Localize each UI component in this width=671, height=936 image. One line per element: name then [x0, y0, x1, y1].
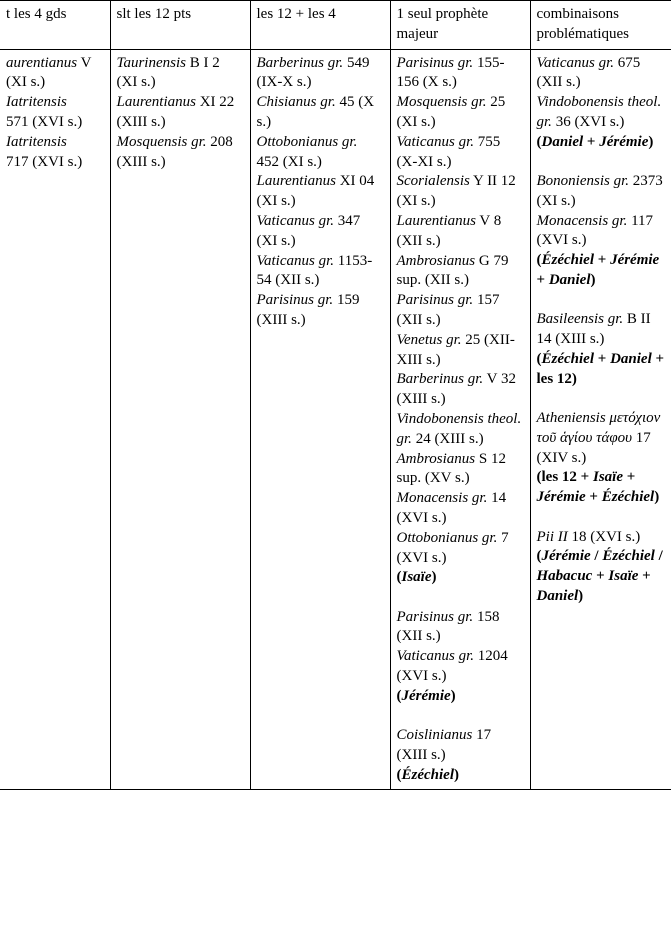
- ms-name: Vaticanus gr.: [397, 648, 475, 664]
- prophete-ezechiel: Ézéchiel: [602, 489, 655, 505]
- prophete-daniel: Daniel: [542, 134, 584, 150]
- ms-name: Mosquensis gr.: [397, 94, 487, 110]
- ms-name: Monacensis gr.: [397, 490, 488, 506]
- ms-name: Scorialensis: [397, 173, 470, 189]
- cell-1-prophete: Parisinus gr. 155-156 (X s.) Mosquensis …: [390, 49, 530, 790]
- ms-name: Barberinus gr.: [397, 371, 484, 387]
- ms-shelfmark: 717 (XVI s.): [6, 153, 104, 173]
- table-row: aurentianus V (XI s.) Iatritensis 571 (X…: [0, 49, 671, 790]
- ms-name: Coislinianus: [397, 727, 473, 743]
- prophete-jeremie: Jérémie: [599, 134, 648, 150]
- prophete-jeremie: Jérémie: [402, 688, 451, 704]
- table-header-row: t les 4 gds slt les 12 pts les 12 + les …: [0, 1, 671, 50]
- ms-name: Laurentianus: [397, 213, 476, 229]
- prophete-daniel: Daniel: [610, 351, 652, 367]
- ms-name: Venetus gr.: [397, 332, 462, 348]
- prophete-isaie: Isaïe: [402, 569, 432, 585]
- col-header-4gds: t les 4 gds: [0, 1, 110, 50]
- col-header-12pts: slt les 12 pts: [110, 1, 250, 50]
- ms-name: Chisianus gr.: [257, 94, 336, 110]
- cell-12pts: Taurinensis B I 2 (XI s.) Laurentianus X…: [110, 49, 250, 790]
- col-header-12plus4: les 12 + les 4: [250, 1, 390, 50]
- ms-date: (XI s.): [6, 73, 104, 93]
- ms-name: Parisinus gr.: [397, 55, 474, 71]
- ms-name: Ottobonianus gr.: [257, 134, 358, 150]
- prophete-ezechiel: Ézéchiel: [602, 548, 655, 564]
- ms-name: Parisinus gr.: [397, 609, 474, 625]
- prophete-daniel: Daniel: [537, 588, 579, 604]
- prophete-jeremie: Jérémie: [542, 548, 591, 564]
- ms-name: Iatritensis: [6, 93, 104, 113]
- ms-name: Vaticanus gr.: [537, 55, 615, 71]
- ms-name: Pii II: [537, 529, 568, 545]
- prophete-ezechiel: Ézéchiel: [542, 252, 595, 268]
- cell-4gds: aurentianus V (XI s.) Iatritensis 571 (X…: [0, 49, 110, 790]
- ms-name: Vaticanus gr.: [257, 253, 335, 269]
- prophete-daniel: Daniel: [549, 272, 591, 288]
- prophete-ezechiel: Ézéchiel: [402, 767, 455, 783]
- col-header-combinaisons: combinaisons problématiques: [530, 1, 671, 50]
- ms-name: Ottobonianus gr.: [397, 530, 498, 546]
- ms-name: Vaticanus gr.: [257, 213, 335, 229]
- les-12: les 12: [537, 371, 572, 387]
- ms-name: Bononiensis gr.: [537, 173, 630, 189]
- ms-name: Taurinensis: [117, 55, 186, 71]
- ms-name: Parisinus gr.: [397, 292, 474, 308]
- prophete-jeremie: Jérémie: [610, 252, 659, 268]
- ms-name: Laurentianus: [257, 173, 336, 189]
- col-header-1-prophete: 1 seul prophète majeur: [390, 1, 530, 50]
- ms-name: Vaticanus gr.: [397, 134, 475, 150]
- prophete-jeremie: Jérémie: [537, 489, 586, 505]
- prophete-ezechiel: Ézéchiel: [542, 351, 595, 367]
- prophete-habacuc: Habacuc: [537, 568, 593, 584]
- les-12: les 12: [542, 469, 577, 485]
- ms-name: Barberinus gr.: [257, 55, 344, 71]
- manuscripts-table: t les 4 gds slt les 12 pts les 12 + les …: [0, 0, 671, 790]
- cell-combinaisons: Vaticanus gr. 675 (XII s.) Vindobonensis…: [530, 49, 671, 790]
- page-root: t les 4 gds slt les 12 pts les 12 + les …: [0, 0, 671, 936]
- ms-name: Parisinus gr.: [257, 292, 334, 308]
- ms-name: Mosquensis gr.: [117, 134, 207, 150]
- ms-name: aurentianus: [6, 55, 77, 71]
- prophete-isaie: Isaïe: [593, 469, 623, 485]
- ms-name: Laurentianus: [117, 94, 196, 110]
- ms-shelfmark: 571 (XVI s.): [6, 113, 104, 133]
- ms-name: Ambrosianus: [397, 253, 476, 269]
- ms-name: Monacensis gr.: [537, 213, 628, 229]
- ms-name: Atheniensis: [537, 410, 606, 426]
- ms-name: Basileensis gr.: [537, 311, 624, 327]
- cell-12plus4: Barberinus gr. 549 (IX-X s.) Chisianus g…: [250, 49, 390, 790]
- prophete-isaie: Isaïe: [608, 568, 638, 584]
- ms-name: Iatritensis: [6, 133, 104, 153]
- ms-name: Ambrosianus: [397, 451, 476, 467]
